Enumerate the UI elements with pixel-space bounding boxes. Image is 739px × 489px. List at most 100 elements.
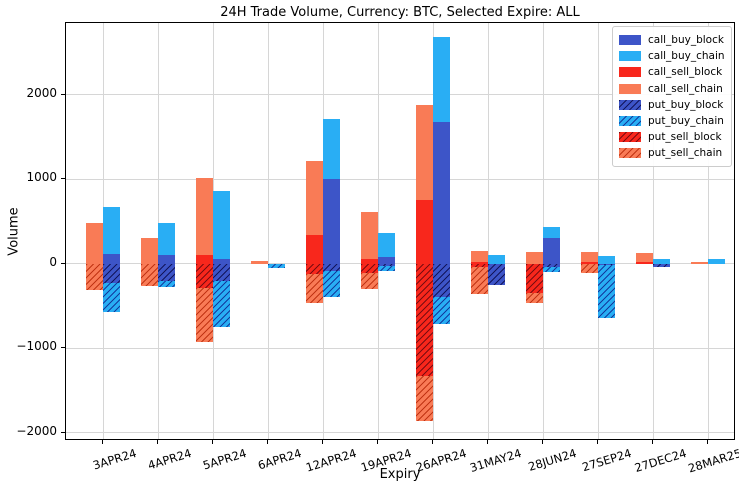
legend-label: call_sell_chain	[648, 82, 723, 95]
bar-segment-call_sell_chain	[361, 212, 378, 260]
y-tick-mark	[61, 178, 65, 180]
legend-label: put_buy_block	[648, 98, 724, 111]
bar-segment-put_sell_chain	[581, 263, 598, 274]
bar-segment-put_sell_block	[416, 263, 433, 376]
bar-segment-call_buy_block	[213, 259, 230, 264]
legend-swatch-put_buy_block	[619, 99, 641, 110]
y-tick-label: −2000	[16, 423, 57, 438]
bar-segment-call_sell_chain	[86, 223, 103, 264]
bar-segment-call_buy_chain	[213, 191, 230, 260]
bar-segment-call_buy_chain	[598, 255, 615, 264]
x-tick-mark	[487, 440, 488, 444]
x-axis-label: Expiry	[379, 467, 421, 482]
bar-segment-call_sell_block	[471, 261, 488, 264]
bar-segment-put_sell_block	[306, 263, 323, 274]
bar-segment-call_buy_chain	[653, 259, 670, 264]
bar-segment-put_buy_block	[158, 263, 175, 281]
legend-swatch-call_sell_block	[619, 67, 641, 78]
bar-segment-call_buy_block	[433, 121, 450, 264]
legend-item: put_buy_block	[619, 97, 725, 113]
bar-segment-call_sell_block	[196, 255, 213, 264]
x-tick-mark	[707, 440, 708, 444]
bar-segment-put_buy_block	[378, 263, 395, 267]
bar-segment-call_sell_chain	[416, 104, 433, 201]
legend-swatch-call_buy_chain	[619, 51, 641, 62]
bar-segment-call_sell_chain	[526, 251, 543, 264]
x-tick-mark	[212, 440, 213, 444]
bar-segment-put_buy_chain	[103, 283, 120, 313]
legend-swatch-call_sell_chain	[619, 83, 641, 94]
legend-label: call_buy_chain	[648, 50, 725, 63]
y-tick-mark	[61, 93, 65, 95]
bar-segment-call_buy_chain	[433, 37, 450, 122]
bar-segment-put_buy_block	[543, 263, 560, 268]
bar-segment-put_sell_block	[526, 263, 543, 294]
v-gridline	[267, 23, 269, 439]
bar-segment-put_buy_chain	[323, 271, 340, 297]
bar-segment-put_buy_block	[213, 263, 230, 281]
x-tick-mark	[542, 440, 543, 444]
y-tick-label: 2000	[26, 85, 57, 100]
v-gridline	[377, 23, 379, 439]
bar-segment-call_sell_chain	[636, 253, 653, 262]
bar-segment-put_buy_chain	[378, 266, 395, 271]
legend-label: put_sell_block	[648, 131, 722, 144]
y-tick-label: −1000	[16, 339, 57, 354]
bar-segment-put_buy_chain	[268, 263, 285, 268]
v-gridline	[652, 23, 654, 439]
bar-segment-call_buy_block	[103, 254, 120, 264]
legend-swatch-call_buy_block	[619, 35, 641, 46]
h-gridline	[66, 178, 734, 180]
bar-segment-call_buy_block	[158, 255, 175, 264]
y-tick-mark	[61, 347, 65, 349]
legend-swatch-put_sell_chain	[619, 148, 641, 159]
chart-title: 24H Trade Volume, Currency: BTC, Selecte…	[220, 5, 580, 20]
bar-segment-put_buy_chain	[433, 296, 450, 324]
bar-segment-call_buy_chain	[323, 119, 340, 180]
bar-segment-call_sell_block	[306, 234, 323, 264]
x-tick-mark	[377, 440, 378, 444]
bar-segment-call_buy_chain	[103, 207, 120, 255]
bar-segment-put_buy_block	[598, 263, 615, 266]
bar-segment-put_sell_chain	[141, 263, 158, 286]
bar-segment-call_buy_block	[543, 238, 560, 264]
bar-segment-call_buy_chain	[543, 227, 560, 239]
h-gridline	[66, 347, 734, 349]
x-tick-mark	[322, 440, 323, 444]
x-tick-mark	[432, 440, 433, 444]
bar-segment-call_sell_chain	[691, 261, 708, 264]
bar-segment-call_sell_chain	[251, 261, 268, 264]
bar-segment-put_buy_block	[323, 263, 340, 272]
legend-item: put_buy_chain	[619, 113, 725, 129]
legend-item: call_sell_block	[619, 64, 725, 80]
bar-segment-put_buy_block	[433, 263, 450, 297]
bar-segment-call_sell_block	[361, 259, 378, 264]
bar-segment-call_buy_chain	[708, 259, 725, 264]
legend-swatch-put_sell_block	[619, 132, 641, 143]
legend-item: call_buy_chain	[619, 48, 725, 64]
bar-segment-call_sell_chain	[471, 251, 488, 262]
bar-segment-put_sell_chain	[526, 293, 543, 303]
v-gridline	[597, 23, 599, 439]
x-tick-mark	[102, 440, 103, 444]
bar-segment-call_buy_chain	[378, 232, 395, 258]
bar-segment-put_sell_block	[196, 263, 213, 289]
bar-segment-put_sell_block	[471, 263, 488, 268]
bar-segment-put_buy_block	[653, 263, 670, 268]
bar-segment-call_sell_chain	[141, 238, 158, 264]
x-tick-mark	[267, 440, 268, 444]
bar-segment-call_buy_block	[378, 257, 395, 264]
bar-segment-put_buy_block	[103, 263, 120, 284]
h-gridline	[66, 263, 734, 265]
v-gridline	[707, 23, 709, 439]
legend-item: put_sell_chain	[619, 145, 725, 161]
bar-segment-put_sell_chain	[416, 375, 433, 421]
v-gridline	[487, 23, 489, 439]
bar-segment-put_sell_chain	[196, 288, 213, 343]
x-tick-mark	[597, 440, 598, 444]
bar-segment-put_buy_chain	[158, 280, 175, 288]
bar-segment-call_buy_block	[323, 179, 340, 264]
h-gridline	[66, 94, 734, 96]
x-tick-mark	[157, 440, 158, 444]
